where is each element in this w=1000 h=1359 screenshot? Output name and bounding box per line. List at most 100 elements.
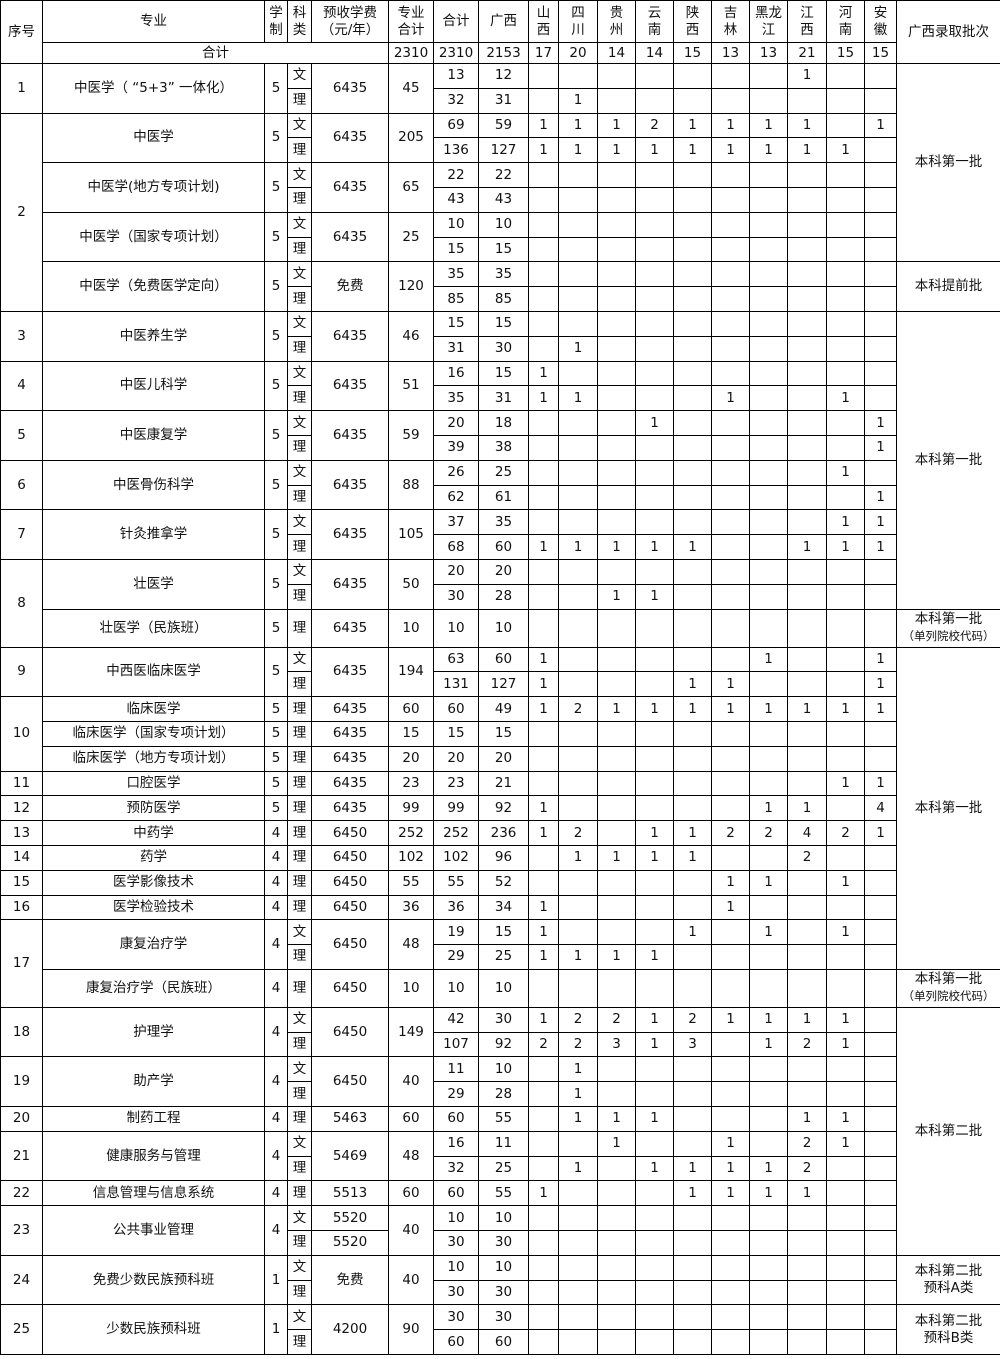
- province-cell: 2: [597, 1006, 636, 1033]
- province-cell: [528, 1130, 559, 1157]
- type-cell: 文: [287, 1254, 312, 1281]
- province-cell: [528, 87, 559, 114]
- total-cell: 55: [433, 869, 479, 896]
- major-name: 中医学（免费医学定向）: [42, 261, 265, 312]
- province-cell: 1: [711, 869, 750, 896]
- major-name: 公共事业管理: [42, 1205, 265, 1256]
- province-cell: [635, 1180, 674, 1207]
- province-cell: 1: [558, 137, 598, 164]
- guangxi-cell: 236: [478, 820, 529, 846]
- guangxi-cell: 15: [478, 360, 529, 387]
- fee-cell: 6450: [311, 844, 389, 871]
- province-cell: [711, 1056, 750, 1083]
- province-cell: [787, 608, 827, 648]
- province-cell: [711, 1106, 750, 1132]
- province-cell: 1: [635, 1006, 674, 1033]
- province-cell: [635, 646, 674, 673]
- province-cell: [864, 745, 897, 772]
- province-cell: [673, 211, 712, 238]
- province-cell: 1: [826, 509, 865, 536]
- type-cell: 理: [287, 137, 312, 164]
- province-cell: 1: [711, 112, 750, 139]
- batch-label: 本科第一批: [914, 971, 983, 988]
- fee-cell: 6450: [311, 1006, 389, 1058]
- totals-province: 21: [787, 42, 827, 64]
- province-cell: [597, 1329, 636, 1356]
- province-cell: 1: [711, 894, 750, 921]
- province-cell: [635, 1081, 674, 1108]
- batch-note: （单列院校代码）: [902, 629, 995, 644]
- province-cell: [528, 186, 559, 213]
- province-cell: 1: [711, 1006, 750, 1033]
- years-cell: 1: [264, 1254, 288, 1306]
- province-cell: [787, 434, 827, 461]
- province-cell: [749, 770, 788, 797]
- years-cell: 4: [264, 869, 288, 896]
- header-province: 江 西: [787, 0, 827, 43]
- years-cell: 5: [264, 112, 288, 164]
- province-cell: [864, 310, 897, 337]
- province-cell: [749, 335, 788, 362]
- province-cell: [787, 869, 827, 896]
- total-cell: 22: [433, 162, 479, 188]
- province-cell: 1: [864, 112, 897, 139]
- province-cell: [749, 1130, 788, 1157]
- years-cell: 5: [264, 459, 288, 511]
- province-cell: [787, 745, 827, 772]
- fee-cell: 5469: [311, 1130, 389, 1182]
- header-province: 黑龙 江: [749, 0, 788, 43]
- province-cell: 1: [528, 671, 559, 698]
- major-name: 中医学: [42, 112, 265, 164]
- total-cell: 60: [433, 1180, 479, 1207]
- province-cell: [528, 1056, 559, 1083]
- province-cell: 1: [749, 869, 788, 896]
- province-cell: [597, 509, 636, 536]
- province-cell: [826, 720, 865, 747]
- table-row: 理 68 60 1 1 1 1 1 1 1 1: [1, 534, 1000, 560]
- province-cell: 1: [597, 137, 636, 164]
- years-cell: 4: [264, 1205, 288, 1256]
- province-cell: [749, 894, 788, 921]
- guangxi-cell: 25: [478, 459, 529, 486]
- province-cell: [558, 63, 598, 89]
- years-cell: 1: [264, 1304, 288, 1356]
- province-cell: [787, 671, 827, 698]
- province-cell: 1: [826, 1130, 865, 1157]
- guangxi-cell: 12: [478, 63, 529, 89]
- total-cell: 39: [433, 434, 479, 461]
- major-total-cell: 60: [388, 1180, 434, 1207]
- province-cell: [558, 162, 598, 188]
- header-batch: 广西录取批次: [896, 0, 1000, 64]
- province-cell: [635, 459, 674, 486]
- years-cell: 5: [264, 162, 288, 213]
- major-name: 免费少数民族预科班: [42, 1254, 265, 1306]
- years-cell: 5: [264, 558, 288, 610]
- province-cell: [635, 869, 674, 896]
- province-cell: 1: [864, 509, 897, 536]
- province-cell: [711, 484, 750, 511]
- major-total-cell: 55: [388, 869, 434, 896]
- province-cell: [597, 1304, 636, 1331]
- major-name: 中医骨伤科学: [42, 459, 265, 511]
- province-cell: [673, 186, 712, 213]
- major-name: 预防医学: [42, 795, 265, 822]
- province-cell: 1: [558, 1106, 598, 1132]
- header-province: 河 南: [826, 0, 865, 43]
- province-cell: [558, 459, 598, 486]
- province-cell: [528, 1329, 559, 1356]
- type-cell: 理: [287, 1230, 312, 1256]
- province-cell: [597, 410, 636, 436]
- fee-cell: 5520: [311, 1230, 389, 1256]
- province-cell: 1: [528, 112, 559, 139]
- province-cell: 1: [787, 696, 827, 722]
- province-cell: [635, 186, 674, 213]
- province-cell: 1: [826, 1006, 865, 1033]
- province-cell: [635, 1056, 674, 1083]
- total-cell: 16: [433, 1130, 479, 1157]
- type-cell: 文: [287, 459, 312, 486]
- province-cell: [673, 770, 712, 797]
- header-province: 山 西: [528, 0, 559, 43]
- type-cell: 理: [287, 286, 312, 312]
- province-cell: [558, 434, 598, 461]
- years-cell: 4: [264, 894, 288, 921]
